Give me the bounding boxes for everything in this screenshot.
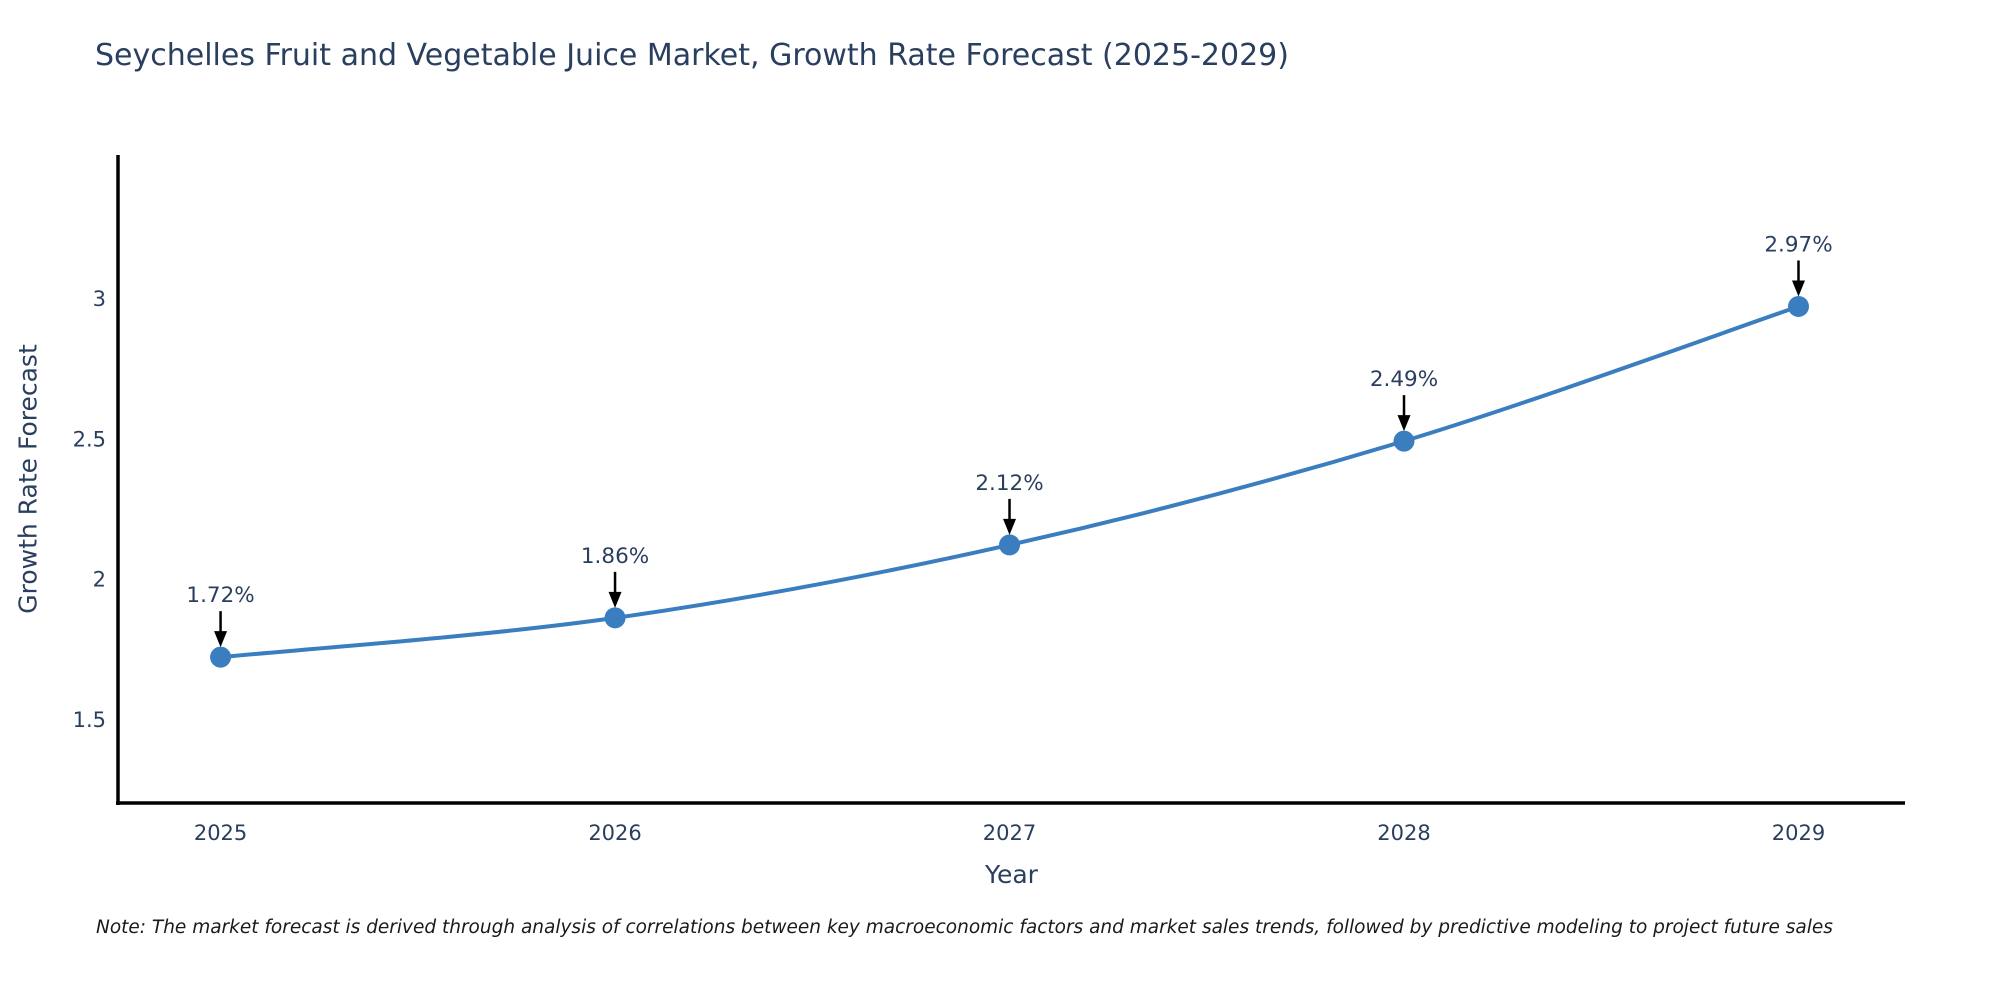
y-tick-label: 1.5 [73, 708, 106, 732]
x-tick-label: 2029 [1772, 821, 1825, 845]
x-tick-label: 2027 [983, 821, 1036, 845]
x-tick-label: 2026 [588, 821, 641, 845]
annotation-arrowhead-icon [1397, 415, 1411, 432]
data-point-2027[interactable] [999, 534, 1021, 556]
annotation-arrowhead-icon [1003, 518, 1017, 535]
annotation-arrowhead-icon [1791, 280, 1805, 297]
annotation-arrowhead-icon [608, 591, 622, 608]
point-value-label: 2.49% [1370, 367, 1438, 392]
annotation-arrowhead-icon [214, 631, 228, 648]
data-point-2025[interactable] [210, 646, 232, 668]
chart-title: Seychelles Fruit and Vegetable Juice Mar… [95, 38, 1289, 73]
y-tick-label: 2.5 [73, 427, 106, 451]
data-point-2028[interactable] [1393, 430, 1415, 452]
point-value-label: 2.97% [1764, 232, 1832, 257]
y-tick-label: 2 [93, 568, 106, 592]
y-tick-label: 3 [93, 287, 106, 311]
y-axis-title: Growth Rate Forecast [13, 344, 43, 614]
data-point-2026[interactable] [604, 607, 626, 629]
footnote: Note: The market forecast is derived thr… [96, 917, 1833, 938]
data-point-2029[interactable] [1787, 295, 1809, 317]
point-value-label: 1.72% [186, 583, 254, 608]
x-axis-title: Year [985, 860, 1038, 889]
x-tick-label: 2025 [194, 821, 247, 845]
point-value-label: 1.86% [581, 544, 649, 569]
point-value-label: 2.12% [975, 471, 1043, 496]
x-tick-label: 2028 [1377, 821, 1430, 845]
